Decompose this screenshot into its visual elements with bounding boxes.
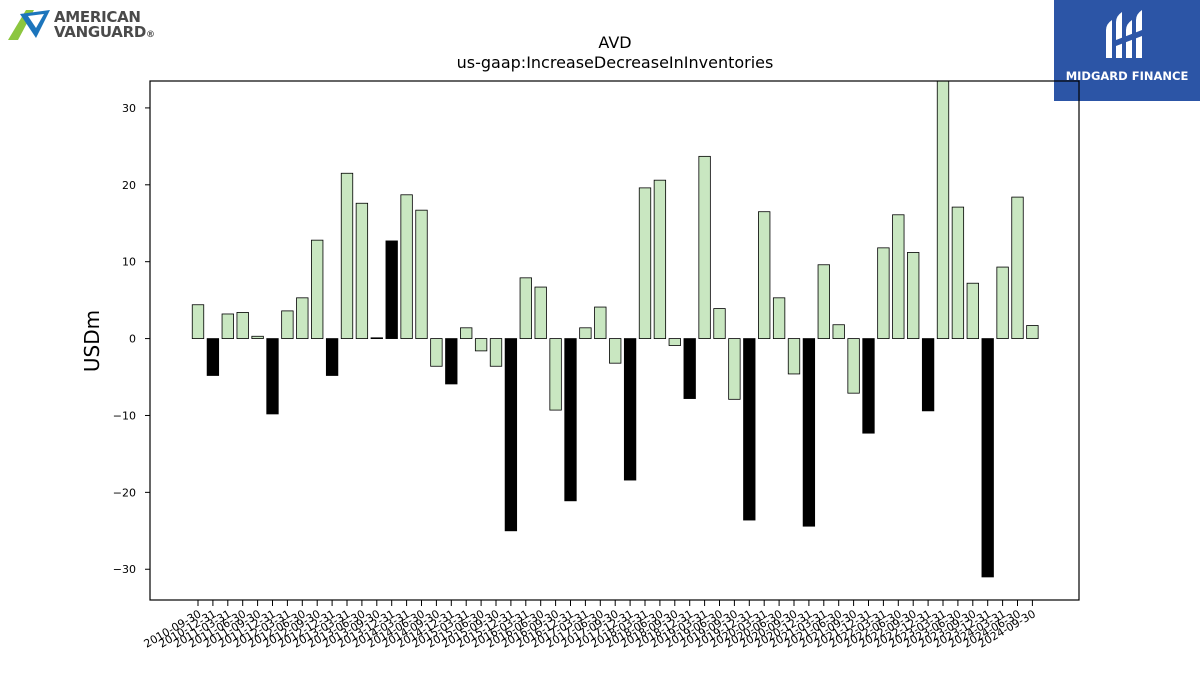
bar [340,172,354,339]
bar [415,209,428,339]
bar [311,239,324,339]
bar [206,338,220,376]
bar [728,338,741,400]
bar [951,206,965,339]
bar [772,297,786,339]
bar [802,338,816,527]
y-tick-label: 10 [122,256,136,269]
bar [907,252,920,339]
bar [698,155,711,339]
bar [325,338,339,376]
bar [668,338,681,346]
y-axis-label: USDm [80,310,104,372]
y-tick-label: −30 [113,563,136,576]
bar [1026,325,1039,339]
bar [564,338,577,502]
bar [236,312,249,339]
midgard-finance-logo-text: MIDGARD FINANCE [1065,69,1189,83]
bar [832,324,845,339]
bar [966,282,979,339]
bar [266,338,279,415]
y-axis: −30 −20 −10 0 10 20 30 [113,102,150,576]
y-tick-label: −20 [113,486,136,499]
bar [221,313,234,339]
chart-title: AVD [598,33,631,52]
bar [281,310,294,339]
bar [713,308,726,339]
bar [981,338,994,578]
bar [862,338,875,434]
bar [758,211,771,339]
x-axis: 2010-09-302010-12-312011-03-312011-06-30… [142,600,1038,651]
midgard-finance-mark-icon [1106,10,1142,58]
bar [489,338,503,367]
bar [892,214,905,339]
bar [504,338,518,532]
bar [191,304,205,339]
bar [653,179,667,339]
bar [460,327,473,339]
bar [445,338,458,385]
bar [296,297,309,339]
bar [430,338,443,367]
american-vanguard-logo-text: AMERICAN VANGUARD® [54,8,155,41]
y-tick-label: −10 [113,409,136,422]
bar [638,187,652,339]
bar [623,338,637,481]
bar [877,247,890,339]
plot-frame [149,80,1080,601]
american-vanguard-logo: AMERICAN VANGUARD® [6,8,166,44]
bar [579,327,592,339]
bar [385,240,398,339]
bar [609,338,622,364]
bar [370,337,383,340]
bar [594,306,607,339]
bar [817,264,830,339]
bar [683,338,696,399]
bar [936,81,950,339]
bar [474,338,488,352]
bar [787,338,801,375]
bar [400,194,413,339]
bar [534,286,547,339]
y-tick-label: 0 [129,333,136,346]
y-tick-label: 20 [122,179,136,192]
bar [251,335,264,339]
bar [847,338,860,394]
american-vanguard-mark-icon [8,10,50,40]
bar [519,277,532,339]
chart-subtitle: us-gaap:IncreaseDecreaseInInventories [457,53,774,72]
bar [355,202,369,339]
midgard-finance-logo: MIDGARD FINANCE [1054,0,1200,101]
y-tick-label: 30 [122,102,136,115]
bar [996,266,1009,339]
bar [743,338,756,521]
bar [549,338,562,411]
bars [191,81,1039,578]
bar [921,338,935,412]
bar [1011,196,1024,339]
